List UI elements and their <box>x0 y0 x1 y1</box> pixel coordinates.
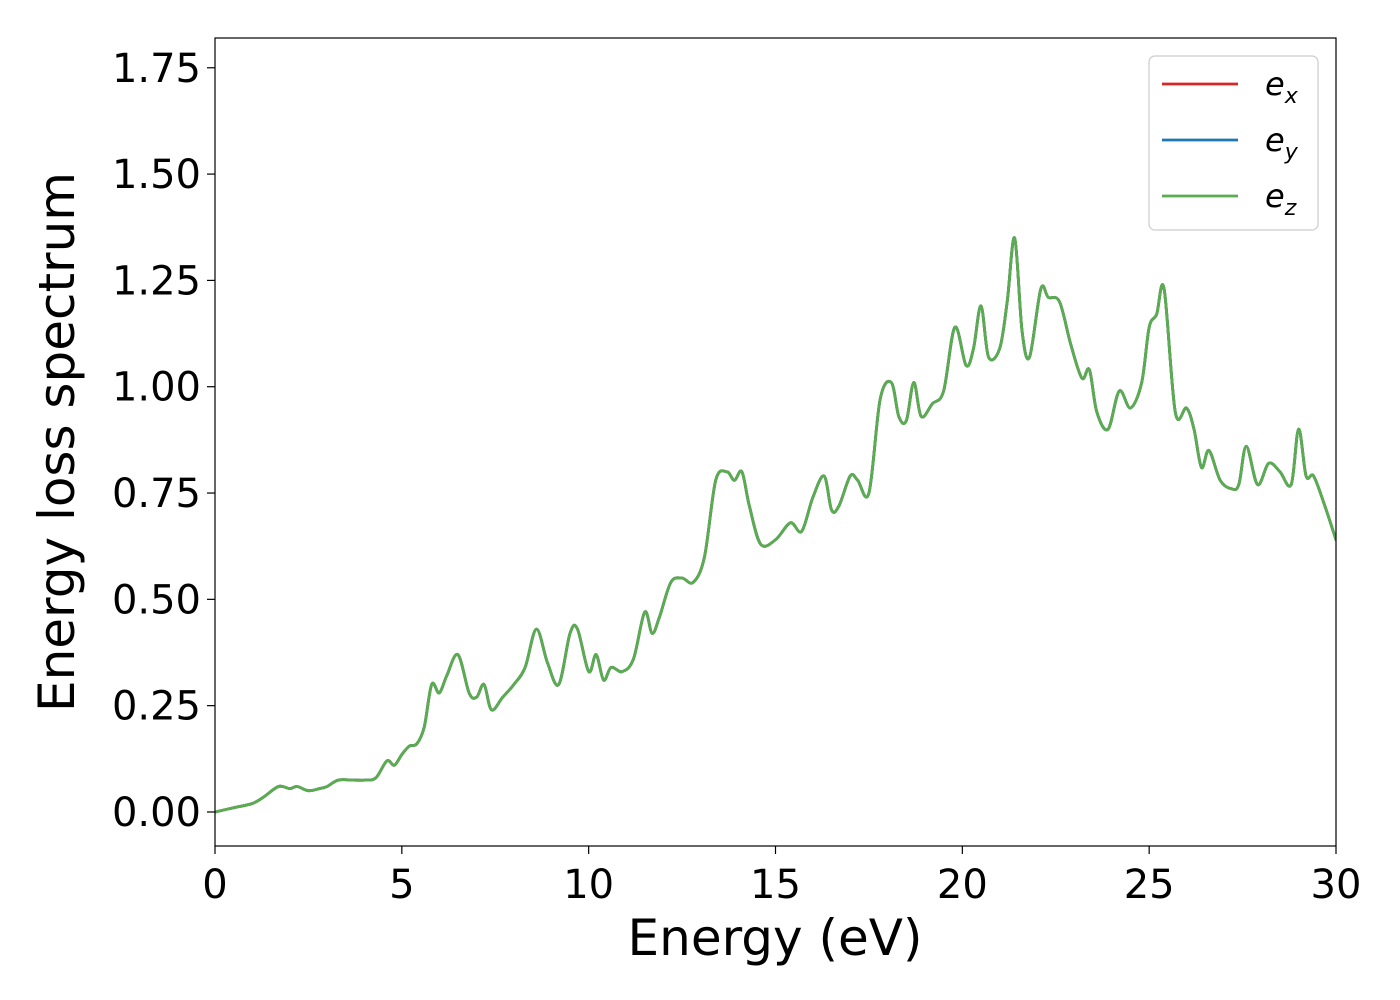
legend-label-y: ey <box>1265 121 1299 165</box>
y-tick-label: 0.25 <box>112 684 201 730</box>
x-tick-label: 25 <box>1124 862 1175 908</box>
legend-label-x: ex <box>1265 65 1299 109</box>
legend-label-z: ez <box>1265 177 1297 221</box>
x-tick-label: 0 <box>202 862 227 908</box>
y-tick-label: 0.00 <box>112 790 201 836</box>
y-axis-ticks: 0.00 0.25 0.50 0.75 1.00 1.25 1.50 1.75 <box>112 46 215 836</box>
x-tick-label: 30 <box>1311 862 1362 908</box>
legend-label-subscript: z <box>1284 196 1297 221</box>
legend-label-base: e <box>1265 177 1285 215</box>
series-line-z <box>215 236 1336 814</box>
x-tick-label: 10 <box>563 862 614 908</box>
legend-label-subscript: y <box>1284 140 1299 165</box>
legend-label-base: e <box>1265 121 1285 159</box>
y-tick-label: 1.50 <box>112 152 201 198</box>
series-layer <box>215 236 1336 814</box>
y-tick-label: 1.00 <box>112 365 201 411</box>
y-tick-label: 0.50 <box>112 577 201 623</box>
y-axis-label: Energy loss spectrum <box>28 172 86 712</box>
legend-box <box>1148 55 1319 231</box>
y-tick-label: 0.75 <box>112 471 201 517</box>
legend-label-subscript: x <box>1284 84 1299 109</box>
legend-label-base: e <box>1265 65 1285 103</box>
x-tick-label: 20 <box>937 862 988 908</box>
x-tick-label: 5 <box>389 862 414 908</box>
y-tick-label: 1.25 <box>112 258 201 304</box>
x-axis-ticks: 0 5 10 15 20 25 30 <box>202 846 1361 908</box>
x-axis-label: Energy (eV) <box>628 909 923 967</box>
x-tick-label: 15 <box>750 862 801 908</box>
y-tick-label: 1.75 <box>112 46 201 92</box>
